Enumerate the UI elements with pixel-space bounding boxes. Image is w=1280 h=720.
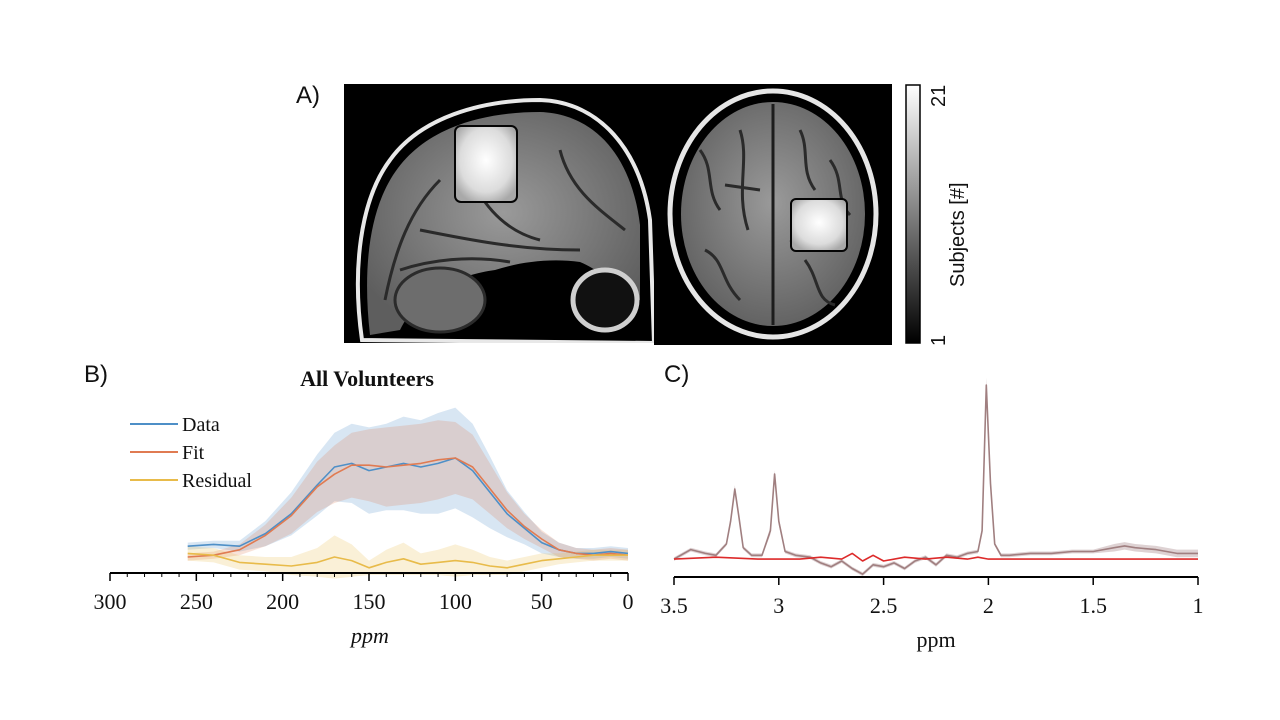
chart-b-xlabel: ppm [349,623,389,648]
panel-label-c: C) [664,361,689,388]
axial-skull [667,88,879,340]
chart-b-lines [187,457,629,569]
legend-label-fit: Fit [182,442,205,464]
sagittal-sulci [383,149,626,301]
chart-b-xtick-label-100: 100 [439,589,472,614]
chart-b-xtick-label-300: 300 [94,589,127,614]
legend-label-data: Data [182,414,220,436]
chart-b-residual-line [187,552,628,569]
chart-c-xtick-label-1: 1 [1193,593,1204,618]
chart-c: 3.5 3 2.5 2 1.5 1 ppm [660,377,1204,652]
chart-b-ticks: 300 250 200 150 100 50 0 [94,573,634,614]
chart-c-spectrum-line [673,384,1198,575]
chart-b-xtick-label-200: 200 [266,589,299,614]
chart-c-xtick-label-2-5: 2.5 [870,593,898,618]
chart-c-xtick-label-3-5: 3.5 [660,593,688,618]
colorbar: 21 1 Subjects [#] [905,84,969,346]
sagittal-sinus [570,267,640,333]
mri-axial-image [654,84,892,345]
axial-sulci [698,129,852,307]
axial-voxel-overlay [790,198,848,252]
chart-c-xtick-label-3: 3 [773,593,784,618]
mri-sagittal-image [344,84,654,343]
chart-b-fit-line [187,457,629,558]
sagittal-cerebellum [393,266,487,334]
chart-c-residual-line [673,552,1198,562]
chart-b-bands [187,407,628,579]
panel-label-a: A) [296,82,320,109]
chart-b-xtick-label-0: 0 [623,589,634,614]
chart-c-xtick-label-1-5: 1.5 [1079,593,1107,618]
chart-b-xtick-label-150: 150 [353,589,386,614]
colorbar-min-label: 1 [928,335,950,346]
chart-c-xlabel: ppm [916,627,955,652]
legend-label-residual: Residual [182,470,252,492]
chart-b-xtick-label-250: 250 [180,589,213,614]
chart-b: 300 250 200 150 100 50 0 ppm [94,407,634,648]
sagittal-skull [355,97,654,343]
chart-b-title: All Volunteers [300,366,434,391]
chart-b-residual-band [187,535,628,579]
sagittal-voxel-overlay [454,125,518,203]
chart-b-legend: Data Fit Residual [130,414,252,492]
colorbar-title: Subjects [#] [947,182,969,287]
colorbar-gradient [905,84,921,344]
colorbar-max-label: 21 [928,85,950,107]
chart-b-fit-band [187,420,628,561]
chart-c-lines [673,384,1198,575]
panel-label-b: B) [84,361,108,388]
chart-c-xtick-label-2: 2 [983,593,994,618]
chart-b-xtick-label-50: 50 [531,589,553,614]
chart-c-ticks: 3.5 3 2.5 2 1.5 1 [660,577,1204,618]
